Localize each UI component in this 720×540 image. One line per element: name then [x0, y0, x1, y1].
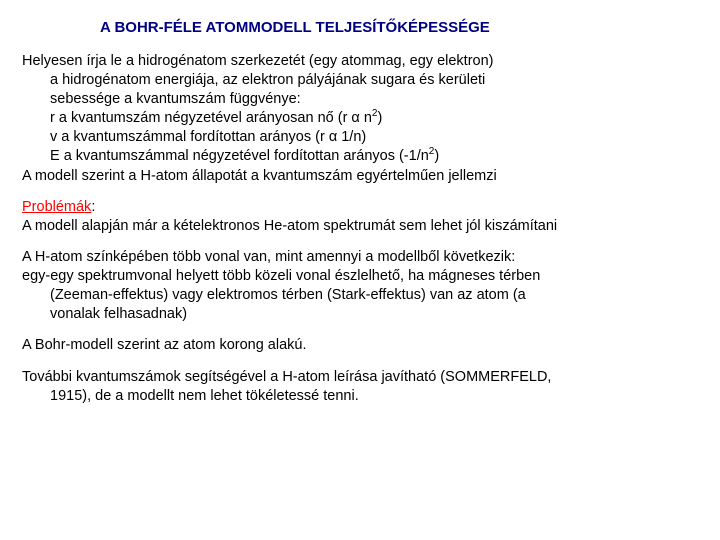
line: a hidrogénatom energiája, az elektron pá…: [22, 71, 698, 90]
line: A Bohr-modell szerint az atom korong ala…: [22, 336, 698, 355]
line: A modell alapján már a kételektronos He-…: [22, 217, 698, 236]
line: E a kvantumszámmal négyzetével fordított…: [22, 147, 698, 166]
line: vonalak felhasadnak): [22, 305, 698, 324]
line: A modell szerint a H-atom állapotát a kv…: [22, 167, 698, 186]
section-shape: A Bohr-modell szerint az atom korong ala…: [22, 336, 698, 355]
line: v a kvantumszámmal fordítottan arányos (…: [22, 128, 698, 147]
document-page: A BOHR-FÉLE ATOMMODELL TELJESÍTŐKÉPESSÉG…: [0, 0, 720, 428]
line: r a kvantumszám négyzetével arányosan nő…: [22, 109, 698, 128]
text: r a kvantumszám négyzetével arányosan nő…: [50, 110, 372, 126]
line: egy-egy spektrumvonal helyett több közel…: [22, 267, 698, 286]
line: További kvantumszámok segítségével a H-a…: [22, 368, 698, 387]
page-title: A BOHR-FÉLE ATOMMODELL TELJESÍTŐKÉPESSÉG…: [100, 18, 698, 38]
text: E a kvantumszámmal négyzetével fordított…: [50, 148, 429, 164]
line: sebessége a kvantumszám függvénye:: [22, 90, 698, 109]
section-correct: Helyesen írja le a hidrogénatom szerkeze…: [22, 52, 698, 186]
line: A H-atom színképében több vonal van, min…: [22, 248, 698, 267]
line: 1915), de a modellt nem lehet tökéletess…: [22, 387, 698, 406]
section-heading: Problémák: [22, 199, 91, 215]
text: ): [377, 110, 382, 126]
section-spectrum: A H-atom színképében több vonal van, min…: [22, 248, 698, 325]
line: Helyesen írja le a hidrogénatom szerkeze…: [22, 52, 698, 71]
section-sommerfeld: További kvantumszámok segítségével a H-a…: [22, 368, 698, 406]
line: (Zeeman-effektus) vagy elektromos térben…: [22, 286, 698, 305]
text: ): [434, 148, 439, 164]
line: Problémák:: [22, 198, 698, 217]
section-problems: Problémák: A modell alapján már a kétele…: [22, 198, 698, 236]
colon: :: [91, 199, 95, 215]
